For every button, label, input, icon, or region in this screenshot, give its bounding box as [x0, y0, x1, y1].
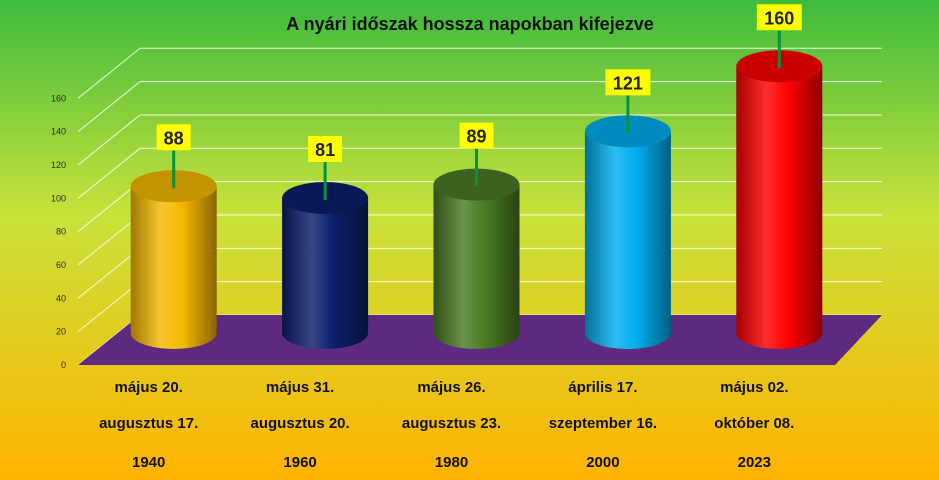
x-tick-label-line: 2000: [586, 454, 619, 471]
x-tick-label: május 02. október 08. 2023: [714, 379, 794, 471]
bar: [130, 170, 217, 349]
bar-body: [736, 66, 823, 349]
gridline-diagonal: [77, 81, 141, 133]
x-tick-label: május 26. augusztus 23. 1980: [402, 379, 501, 471]
y-tick-label: 120: [51, 160, 66, 170]
data-label-layer: 88 81 89 121 160: [156, 4, 802, 200]
x-tick-label-line: május 20.: [115, 379, 183, 396]
gridline-diagonal: [77, 147, 141, 199]
x-tick-label-line: augusztus 17.: [99, 415, 198, 432]
x-tick-label-line: szeptember 16.: [549, 415, 657, 432]
x-tick-label-line: 1940: [132, 454, 165, 471]
x-tick-label-line: 2023: [738, 454, 771, 471]
x-tick-label-line: május 31.: [266, 379, 334, 396]
data-label-box: [605, 69, 651, 96]
data-label: 88: [164, 128, 184, 148]
category-label-layer: május 20. augusztus 17. 1940 május 31. augus…: [99, 379, 794, 471]
x-tick-label: április 17. szeptember 16. 2000: [549, 379, 657, 471]
chart-title: A nyári időszak hossza napokban kifejezv…: [286, 14, 653, 34]
x-tick-label-line: augusztus 23.: [402, 415, 501, 432]
x-tick-label-line: augusztus 20.: [250, 415, 349, 432]
data-label-box: [308, 135, 343, 162]
bar-body: [433, 184, 520, 349]
x-tick-label-line: május 26.: [417, 379, 485, 396]
bar-body: [584, 131, 671, 349]
y-tick-label: 80: [56, 227, 66, 237]
gridline-diagonal: [77, 247, 141, 299]
bar-body: [130, 186, 217, 349]
bar-body: [282, 197, 369, 349]
gridline-diagonal: [77, 47, 141, 99]
x-tick-label: május 20. augusztus 17. 1940: [99, 379, 198, 471]
x-tick-label-line: 1960: [283, 454, 316, 471]
y-tick-label: 0: [61, 360, 66, 370]
y-tick-label: 140: [51, 127, 66, 137]
bar: [736, 50, 823, 349]
y-tick-label: 160: [51, 93, 66, 103]
y-tick-label: 40: [56, 293, 66, 303]
bar: [282, 181, 369, 349]
x-tick-label-line: 1980: [435, 454, 468, 471]
gridline-diagonal: [77, 281, 141, 333]
y-tick-label: 20: [56, 327, 66, 337]
gridline-diagonal: [77, 114, 141, 166]
bar: [433, 168, 520, 349]
y-tick-label: 60: [56, 260, 66, 270]
data-label: 160: [764, 8, 794, 28]
data-label: 121: [613, 73, 643, 93]
bar: [584, 115, 671, 349]
data-label-box: [756, 4, 802, 31]
x-tick-label-line: április 17.: [568, 379, 637, 396]
gridline-diagonal: [77, 214, 141, 266]
x-tick-label: május 31. augusztus 20. 1960: [250, 379, 349, 471]
data-label: 81: [315, 140, 335, 160]
data-label-box: [459, 122, 494, 149]
y-tick-label: 100: [51, 193, 66, 203]
data-label-box: [156, 124, 191, 151]
x-tick-label-line: május 02.: [720, 379, 788, 396]
bar-layer: [130, 50, 823, 349]
x-tick-label-line: október 08.: [714, 415, 794, 432]
data-label: 89: [466, 127, 486, 147]
gridline-diagonal: [77, 181, 141, 233]
